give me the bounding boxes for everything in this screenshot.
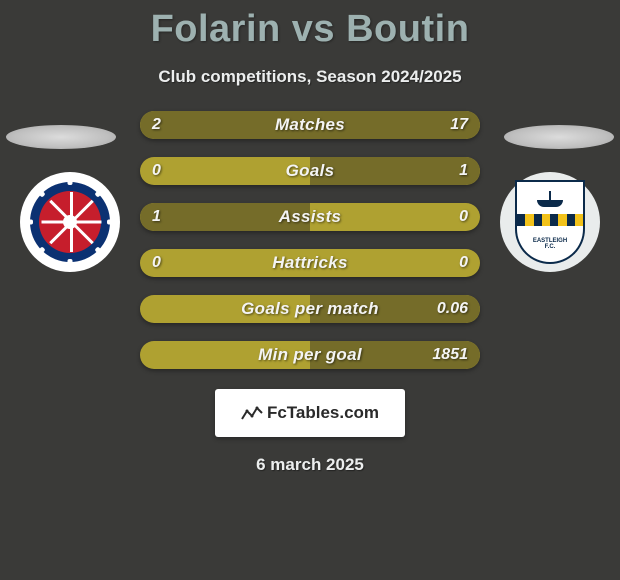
stat-label: Hattricks <box>140 253 480 273</box>
stat-value-right: 1 <box>459 162 468 180</box>
stat-value-left: 2 <box>152 116 161 134</box>
stat-label: Goals per match <box>140 299 480 319</box>
stat-row: Goals per match0.06 <box>140 295 480 323</box>
stat-value-right: 0 <box>459 254 468 272</box>
stats-bars: Matches217Goals01Assists10Hattricks00Goa… <box>140 111 480 369</box>
stat-label: Min per goal <box>140 345 480 365</box>
subtitle: Club competitions, Season 2024/2025 <box>0 67 620 87</box>
stat-row: Goals0 1 <box>140 157 480 185</box>
stat-row: Matches2 17 <box>140 111 480 139</box>
stat-row: Min per goal1851 <box>140 341 480 369</box>
eastleigh-text: EASTLEIGHF.C. <box>533 238 567 250</box>
stat-label: Goals <box>140 161 480 181</box>
stat-value-left: 1 <box>152 208 161 226</box>
stat-row: Assists1 0 <box>140 203 480 231</box>
stat-value-right: 17 <box>450 116 468 134</box>
hartlepool-crest <box>20 172 120 272</box>
stat-value-right: 0.06 <box>437 300 468 318</box>
stat-label: Matches <box>140 115 480 135</box>
stat-value-left: 0 <box>152 254 161 272</box>
attribution-text: FcTables.com <box>267 403 379 423</box>
attribution-badge: FcTables.com <box>215 389 405 437</box>
crest-shadow-left <box>6 125 116 149</box>
stat-label: Assists <box>140 207 480 227</box>
stat-value-left: 0 <box>152 162 161 180</box>
page-title: Folarin vs Boutin <box>0 0 620 51</box>
stat-row: Hattricks0 0 <box>140 249 480 277</box>
eastleigh-crest: EASTLEIGHF.C. <box>500 172 600 272</box>
stat-value-right: 0 <box>459 208 468 226</box>
stat-value-right: 1851 <box>432 346 468 364</box>
chart-icon <box>241 405 263 421</box>
date-label: 6 march 2025 <box>0 455 620 475</box>
crest-shadow-right <box>504 125 614 149</box>
